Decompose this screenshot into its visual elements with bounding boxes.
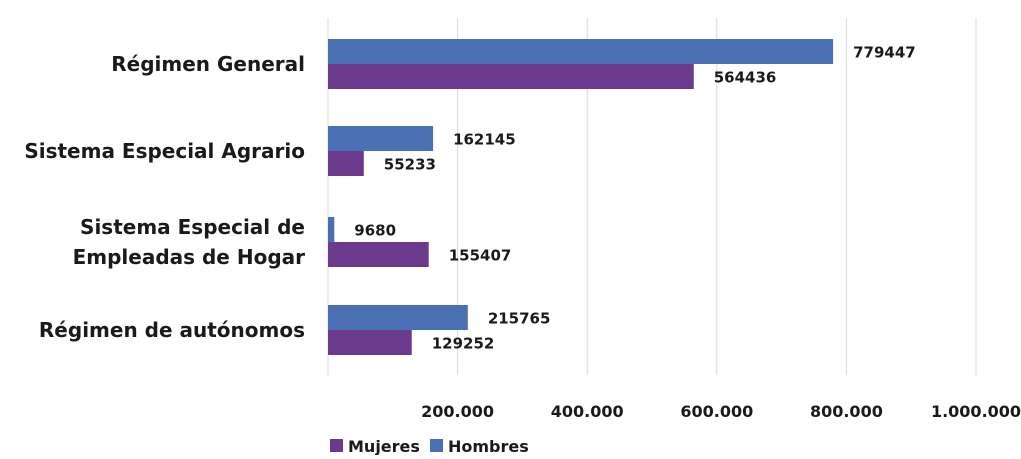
- data-label: 162145: [453, 131, 516, 149]
- x-tick-label: 800.000: [810, 402, 883, 421]
- data-label: 215765: [488, 310, 551, 328]
- category-label: Sistema Especial de: [80, 215, 305, 239]
- bar-mujeres-3: [328, 330, 412, 355]
- bar-mujeres-0: [328, 64, 694, 89]
- data-label: 779447: [853, 44, 916, 62]
- legend-swatch-hombres: [430, 439, 443, 452]
- bar-mujeres-1: [328, 151, 364, 176]
- bar-hombres-0: [328, 39, 834, 64]
- category-label: Empleadas de Hogar: [73, 245, 306, 269]
- data-label: 129252: [432, 335, 495, 353]
- category-label: Régimen General: [111, 52, 305, 76]
- x-tick-label: 200.000: [421, 402, 494, 421]
- category-label: Sistema Especial Agrario: [24, 139, 305, 163]
- legend-label: Hombres: [448, 437, 529, 455]
- data-label: 9680: [354, 222, 396, 240]
- legend-label: Mujeres: [348, 437, 420, 455]
- data-label: 564436: [714, 69, 777, 87]
- category-label: Régimen de autónomos: [39, 318, 305, 342]
- bar-hombres-1: [328, 126, 434, 151]
- x-tick-label: 400.000: [551, 402, 624, 421]
- x-tick-label: 1.000.000: [931, 402, 1021, 421]
- data-label: 55233: [384, 156, 436, 174]
- x-tick-label: 600.000: [680, 402, 753, 421]
- data-label: 155407: [449, 247, 512, 265]
- legend-swatch-mujeres: [330, 439, 343, 452]
- bar-mujeres-2: [328, 242, 429, 267]
- bar-hombres-3: [328, 305, 468, 330]
- bar-hombres-2: [328, 217, 335, 242]
